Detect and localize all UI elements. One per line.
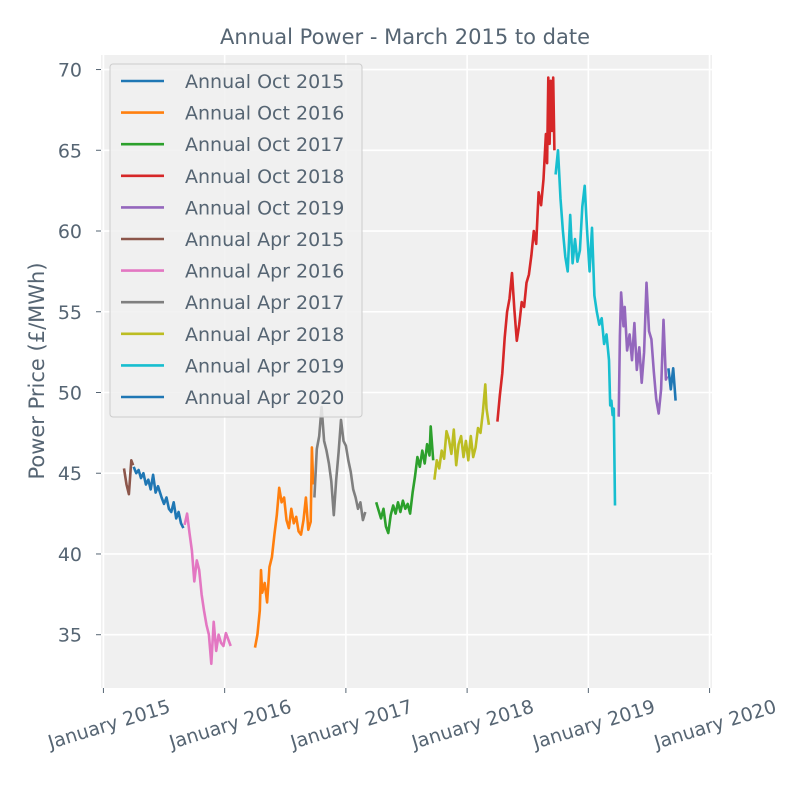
y-tick-label: 35 <box>58 625 82 647</box>
legend: Annual Oct 2015 Annual Oct 2016 Annual Oct… <box>109 63 363 418</box>
y-tick-label: 55 <box>58 302 82 324</box>
legend-label: Annual Oct 2019 <box>185 197 344 219</box>
x-tick-label: January 2016 <box>166 696 294 754</box>
series-line <box>617 281 669 417</box>
legend-label: Annual Apr 2020 <box>185 387 344 409</box>
y-tick-label: 50 <box>58 382 82 404</box>
legend-label: Annual Oct 2015 <box>185 71 344 93</box>
y-tick-label: 70 <box>58 60 82 82</box>
x-tick-label: January 2019 <box>530 696 658 754</box>
legend-label: Annual Apr 2016 <box>185 261 344 283</box>
y-axis-label: Power Price (£/MWh) <box>25 262 49 479</box>
legend-label: Annual Apr 2019 <box>185 355 344 377</box>
legend-label: Annual Oct 2016 <box>185 103 344 125</box>
y-tick-label: 40 <box>58 544 82 566</box>
series-line <box>313 405 367 522</box>
x-tick-label: January 2017 <box>287 696 415 754</box>
series-line <box>433 383 491 480</box>
y-tick-label: 45 <box>58 463 82 485</box>
series-line <box>183 512 232 666</box>
series-lines <box>122 76 677 666</box>
series-line <box>554 149 617 506</box>
series-line <box>667 367 677 401</box>
legend-label: Annual Apr 2017 <box>185 292 344 314</box>
series-line <box>132 466 185 529</box>
chart-title: Annual Power - March 2015 to date <box>220 25 590 49</box>
series-line <box>496 76 556 422</box>
x-tick-label: January 2018 <box>408 696 536 754</box>
legend-label: Annual Oct 2018 <box>185 166 344 188</box>
x-tick-label: January 2020 <box>651 696 779 754</box>
legend-label: Annual Apr 2015 <box>185 229 344 251</box>
series-line <box>253 446 315 648</box>
legend-label: Annual Apr 2018 <box>185 324 344 346</box>
series-line <box>374 425 435 535</box>
x-tick-label: January 2015 <box>45 696 173 754</box>
y-tick-label: 65 <box>58 140 82 162</box>
y-axis-ticks: 35 40 45 50 55 60 65 70 <box>58 60 101 647</box>
y-tick-label: 60 <box>58 221 82 243</box>
legend-box <box>109 63 363 418</box>
legend-label: Annual Oct 2017 <box>185 134 344 156</box>
series-line <box>122 459 135 496</box>
